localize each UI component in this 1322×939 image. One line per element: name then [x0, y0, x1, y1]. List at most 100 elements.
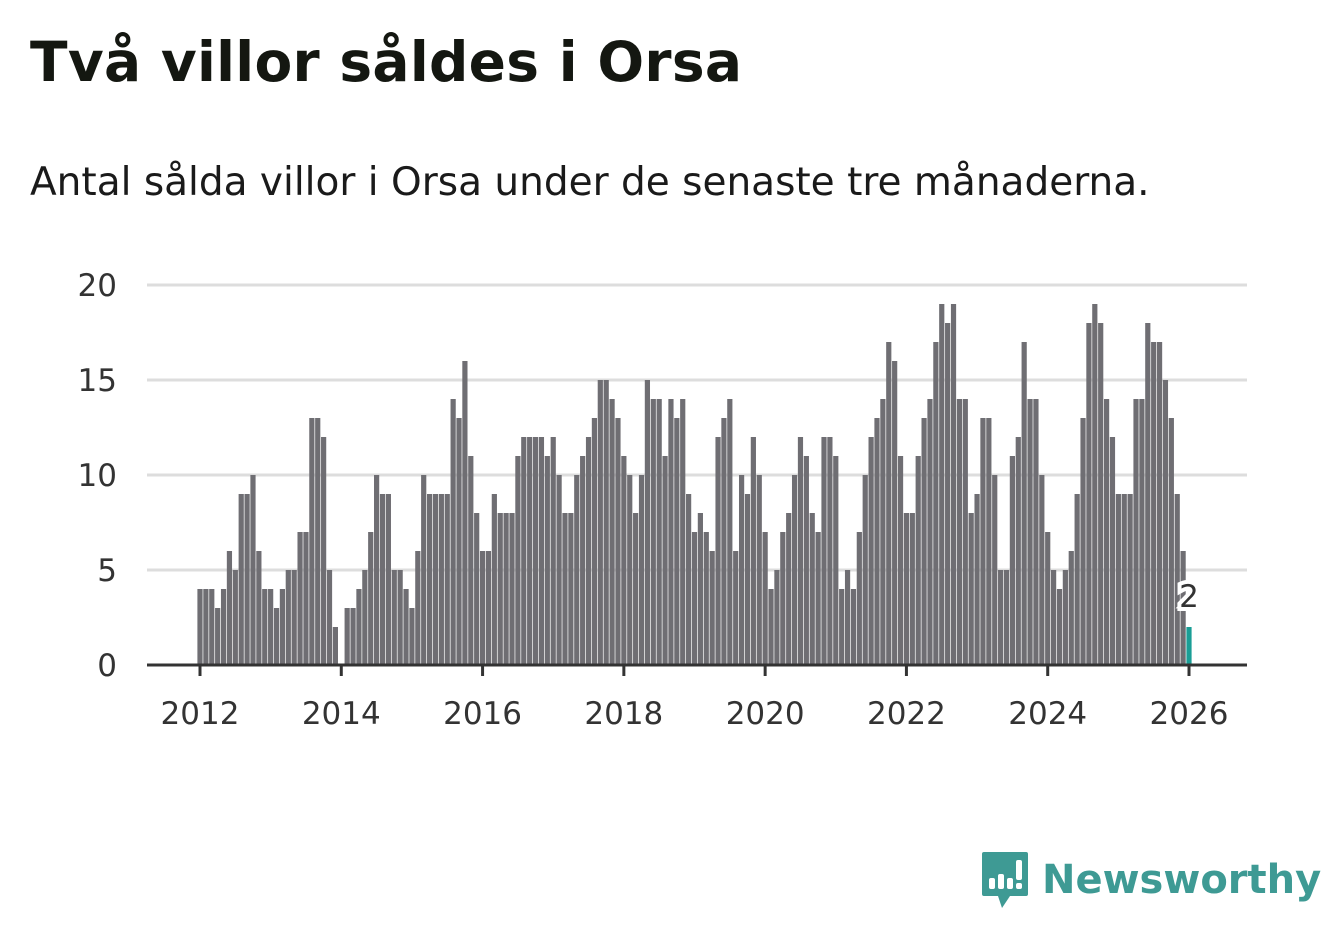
bar — [1021, 342, 1027, 665]
annotations: 2 — [1175, 575, 1203, 619]
bars — [197, 304, 1192, 665]
bar — [350, 608, 356, 665]
x-tick-label: 2014 — [302, 696, 381, 732]
bar — [479, 551, 486, 665]
bar — [291, 570, 297, 665]
bar — [244, 494, 250, 665]
bar — [1080, 418, 1086, 665]
bar — [362, 570, 368, 665]
bar — [397, 570, 403, 665]
bar — [992, 475, 998, 665]
bar — [273, 608, 280, 665]
bar — [497, 513, 503, 665]
bar — [1003, 570, 1010, 665]
bar — [680, 399, 686, 665]
bar — [915, 456, 921, 665]
bar — [621, 456, 627, 665]
bar — [1039, 475, 1045, 665]
bar — [591, 418, 598, 665]
bar — [721, 418, 727, 665]
bar — [1115, 494, 1121, 665]
bar — [521, 437, 527, 665]
bar — [633, 513, 639, 665]
bar — [438, 494, 444, 665]
bar — [1068, 551, 1074, 665]
x-tick-label: 2022 — [867, 696, 946, 732]
newsworthy-logo: Newsworthy — [980, 850, 1321, 910]
bar — [220, 589, 227, 665]
bar — [803, 456, 809, 665]
bar — [709, 551, 715, 665]
bar — [980, 418, 986, 665]
bar — [356, 589, 362, 665]
x-tick-label: 2020 — [726, 696, 805, 732]
bar — [603, 380, 609, 665]
x-tick-label: 2018 — [584, 696, 663, 732]
x-axis — [147, 663, 1247, 676]
bar — [1051, 570, 1057, 665]
bar — [797, 437, 804, 665]
bar — [927, 399, 933, 665]
bar — [1168, 418, 1174, 665]
bar — [962, 399, 968, 665]
bar — [1092, 304, 1098, 665]
bar — [668, 399, 674, 665]
bar — [945, 323, 951, 665]
bar — [297, 532, 303, 665]
bar — [568, 513, 574, 665]
bar — [374, 475, 380, 665]
bar — [744, 494, 751, 665]
bar — [556, 475, 562, 665]
bar — [262, 589, 268, 665]
bar — [756, 475, 762, 665]
bar — [921, 418, 927, 665]
bar — [1109, 437, 1116, 665]
bar — [379, 494, 386, 665]
bar — [403, 589, 409, 665]
bar — [703, 532, 709, 665]
bar — [503, 513, 509, 665]
bar — [697, 513, 703, 665]
bar — [550, 437, 556, 665]
bar — [874, 418, 880, 665]
bar — [998, 570, 1004, 665]
bar — [415, 551, 421, 665]
bar — [580, 456, 586, 665]
bar — [279, 589, 286, 665]
bar — [538, 437, 545, 665]
y-tick-label: 5 — [97, 553, 117, 589]
x-tick-label: 2016 — [443, 696, 522, 732]
bar — [1127, 494, 1133, 665]
bar — [391, 570, 397, 665]
bar — [644, 380, 651, 665]
bar — [209, 589, 215, 665]
x-tick-label: 2024 — [1008, 696, 1087, 732]
last-value-label: 2 — [1179, 579, 1199, 615]
bar — [780, 532, 786, 665]
bar — [368, 532, 374, 665]
bar — [509, 513, 515, 665]
bar — [839, 589, 845, 665]
bar — [656, 399, 662, 665]
y-tick-label: 20 — [78, 268, 117, 304]
bar — [1151, 342, 1157, 665]
bar — [674, 418, 680, 665]
y-tick-label: 10 — [78, 458, 117, 494]
bar — [250, 475, 256, 665]
bar — [909, 513, 915, 665]
bar — [638, 475, 645, 665]
bar — [303, 532, 309, 665]
y-tick-label: 0 — [97, 648, 117, 684]
bar — [862, 475, 868, 665]
newsworthy-chart-icon — [982, 852, 1028, 908]
bar — [986, 418, 992, 665]
bar — [939, 304, 945, 665]
bar — [821, 437, 827, 665]
bar — [1180, 551, 1186, 665]
bar — [1156, 342, 1163, 665]
bar — [515, 456, 521, 665]
bar — [733, 551, 739, 665]
bar — [956, 399, 963, 665]
bar — [1174, 494, 1180, 665]
bar — [1098, 323, 1104, 665]
